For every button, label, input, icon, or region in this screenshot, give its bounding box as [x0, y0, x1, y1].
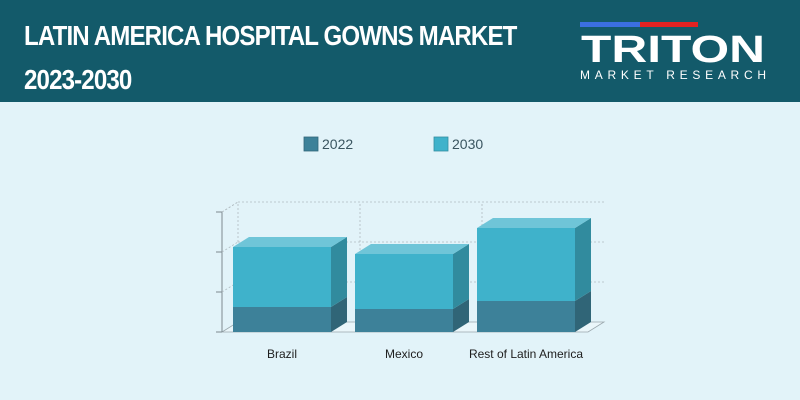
bar-mexico-2022-side	[453, 299, 469, 332]
bar-group-rest-of-latin-america	[477, 218, 591, 332]
bar-brazil-2022-front	[233, 307, 331, 332]
legend-swatch	[303, 136, 319, 152]
logo-word: TRITON	[581, 29, 765, 71]
bar-group-brazil	[233, 237, 347, 332]
gridline-connector	[221, 241, 239, 253]
bar-mexico-2030-top	[355, 244, 469, 254]
legend-label: 2030	[452, 136, 483, 152]
bar-brazil-2030	[233, 237, 347, 307]
bar-mexico-2022-front	[355, 309, 453, 332]
bar-brazil-2030-front	[233, 247, 331, 307]
bar-mexico-2030	[355, 244, 469, 309]
logo-bar-blue	[580, 22, 640, 27]
x-tick-label: Rest of Latin America	[469, 347, 583, 361]
legend-label: 2022	[322, 136, 353, 152]
legend-swatch	[433, 136, 449, 152]
page-title: LATIN AMERICA HOSPITAL GOWNS MARKET 2023…	[24, 14, 517, 102]
bar-mexico-2030-side	[453, 244, 469, 309]
bar-rest-of-latin-america-2022	[477, 291, 591, 332]
legend-item-2030: 2030	[433, 136, 483, 152]
bar-rest-of-latin-america-2030-top	[477, 218, 591, 228]
bar-brazil-2030-side	[331, 237, 347, 307]
bar-brazil-2022-side	[331, 297, 347, 332]
bar-rest-of-latin-america-2022-front	[477, 301, 575, 332]
legend: 2022 2030	[303, 136, 483, 152]
header-banner: LATIN AMERICA HOSPITAL GOWNS MARKET 2023…	[0, 0, 800, 102]
title-line-2: 2023-2030	[24, 64, 132, 95]
stacked-3d-bar-chart: Brazil Mexico Rest of Latin America 2022 203…	[216, 136, 606, 361]
bar-mexico-2022	[355, 299, 469, 332]
bar-rest-of-latin-america-2030-front	[477, 228, 575, 301]
bar-brazil-2030-top	[233, 237, 347, 247]
title-line-1: LATIN AMERICA HOSPITAL GOWNS MARKET	[24, 20, 517, 51]
x-tick-label: Mexico	[385, 347, 423, 361]
bar-group-mexico	[355, 244, 469, 332]
x-tick-label: Brazil	[267, 347, 297, 361]
logo-bar-red	[640, 22, 698, 27]
legend-item-2022: 2022	[303, 136, 353, 152]
bar-rest-of-latin-america-2030-side	[575, 218, 591, 301]
logo-tagline: MARKET RESEARCH	[580, 68, 766, 82]
triton-logo: TRITON MARKET RESEARCH	[580, 22, 766, 82]
gridline-connector	[221, 281, 239, 293]
bar-mexico-2030-front	[355, 254, 453, 309]
bar-rest-of-latin-america-2022-side	[575, 291, 591, 332]
bar-brazil-2022	[233, 297, 347, 332]
bar-rest-of-latin-america-2030	[477, 218, 591, 301]
gridline-connector	[221, 201, 239, 213]
